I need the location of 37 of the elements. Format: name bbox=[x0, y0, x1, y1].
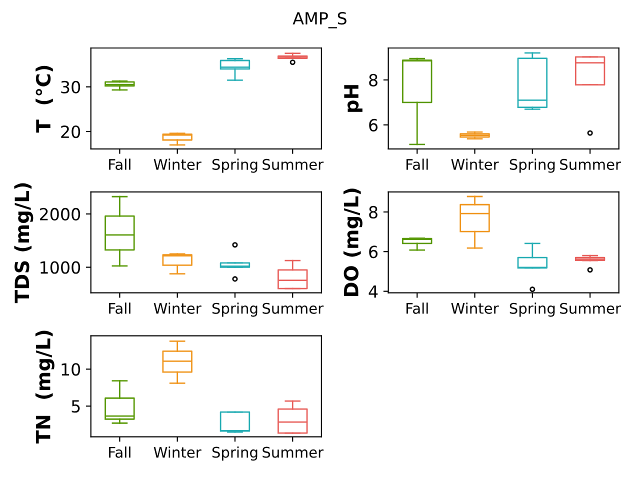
x-tick-label: Fall bbox=[109, 302, 130, 314]
x-tick-label: Fall bbox=[109, 446, 130, 458]
y-tick-label: 30 bbox=[61, 80, 80, 94]
x-tick-label: Summer bbox=[560, 302, 621, 314]
x-tick-label: Summer bbox=[262, 158, 324, 170]
x-tick-label: Summer bbox=[560, 158, 621, 170]
chart-title: AMP_S bbox=[292, 12, 346, 28]
x-tick-label: Fall bbox=[406, 158, 428, 170]
x-tick-label: Fall bbox=[406, 302, 428, 314]
y-tick-label: 1000 bbox=[40, 261, 80, 274]
x-tick-label: Winter bbox=[154, 158, 202, 170]
x-tick-label: Spring bbox=[212, 302, 258, 317]
y-axis-title: pH bbox=[344, 85, 362, 112]
x-tick-label: Winter bbox=[154, 302, 202, 314]
y-axis-title: T (°C) bbox=[36, 66, 53, 133]
y-tick-label: 2000 bbox=[40, 208, 80, 221]
x-tick-label: Spring bbox=[510, 302, 555, 317]
x-tick-label: Fall bbox=[109, 158, 130, 170]
y-axis-title: TDS (mg/L) bbox=[14, 183, 34, 304]
y-tick-label: 20 bbox=[61, 125, 80, 138]
x-tick-label: Summer bbox=[262, 446, 324, 458]
y-tick-label: 6 bbox=[369, 118, 378, 132]
y-axis-title: DO (mg/L) bbox=[343, 188, 362, 296]
y-tick-label: 6 bbox=[369, 246, 378, 258]
y-tick-label: 10 bbox=[62, 363, 80, 376]
y-axis-title: TN (mg/L) bbox=[35, 330, 54, 444]
x-tick-label: Spring bbox=[510, 158, 555, 173]
x-tick-label: Spring bbox=[212, 158, 258, 173]
x-tick-label: Winter bbox=[154, 446, 202, 458]
x-tick-label: Spring bbox=[212, 446, 258, 461]
x-tick-label: Summer bbox=[262, 302, 324, 314]
y-tick-label: 8 bbox=[369, 74, 378, 86]
y-tick-label: 4 bbox=[368, 285, 378, 298]
y-tick-label: 5 bbox=[72, 400, 80, 413]
y-tick-label: 8 bbox=[369, 206, 378, 219]
x-tick-label: Winter bbox=[451, 302, 499, 314]
x-tick-label: Winter bbox=[451, 158, 499, 170]
